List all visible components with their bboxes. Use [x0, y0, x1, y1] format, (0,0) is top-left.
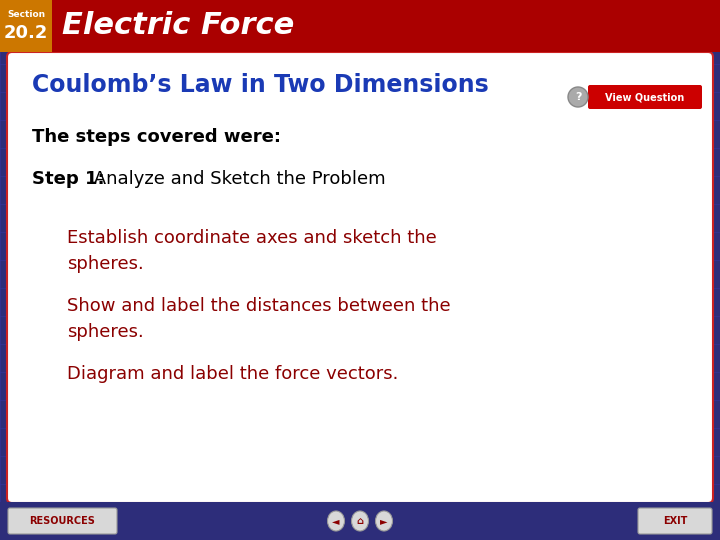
Text: The steps covered were:: The steps covered were: [32, 128, 281, 146]
FancyBboxPatch shape [0, 0, 720, 52]
Text: Show and label the distances between the
spheres.: Show and label the distances between the… [67, 297, 451, 341]
Text: Step 1:: Step 1: [32, 170, 104, 188]
FancyBboxPatch shape [7, 52, 713, 503]
Text: ⌂: ⌂ [356, 516, 364, 526]
Text: Coulomb’s Law in Two Dimensions: Coulomb’s Law in Two Dimensions [32, 73, 489, 97]
FancyBboxPatch shape [0, 0, 52, 52]
Text: Diagram and label the force vectors.: Diagram and label the force vectors. [67, 365, 398, 383]
Text: Section: Section [7, 10, 45, 19]
FancyBboxPatch shape [8, 508, 117, 534]
Text: Analyze and Sketch the Problem: Analyze and Sketch the Problem [88, 170, 386, 188]
Ellipse shape [351, 511, 369, 531]
Text: ?: ? [575, 92, 581, 102]
Text: Electric Force: Electric Force [62, 11, 294, 40]
FancyBboxPatch shape [0, 502, 720, 540]
Text: View Question: View Question [606, 92, 685, 102]
Text: RESOURCES: RESOURCES [30, 516, 96, 526]
Text: 20.2: 20.2 [4, 24, 48, 42]
Text: EXIT: EXIT [663, 516, 687, 526]
Ellipse shape [328, 511, 344, 531]
FancyBboxPatch shape [588, 85, 702, 109]
FancyBboxPatch shape [638, 508, 712, 534]
Text: Establish coordinate axes and sketch the
spheres.: Establish coordinate axes and sketch the… [67, 229, 437, 273]
Circle shape [568, 87, 588, 107]
Text: ►: ► [380, 516, 388, 526]
Text: ◄: ◄ [332, 516, 340, 526]
Ellipse shape [376, 511, 392, 531]
